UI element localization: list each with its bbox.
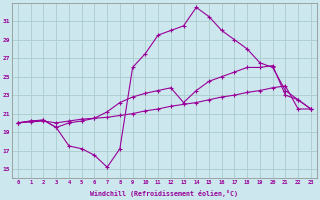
X-axis label: Windchill (Refroidissement éolien,°C): Windchill (Refroidissement éolien,°C) [91, 190, 238, 197]
